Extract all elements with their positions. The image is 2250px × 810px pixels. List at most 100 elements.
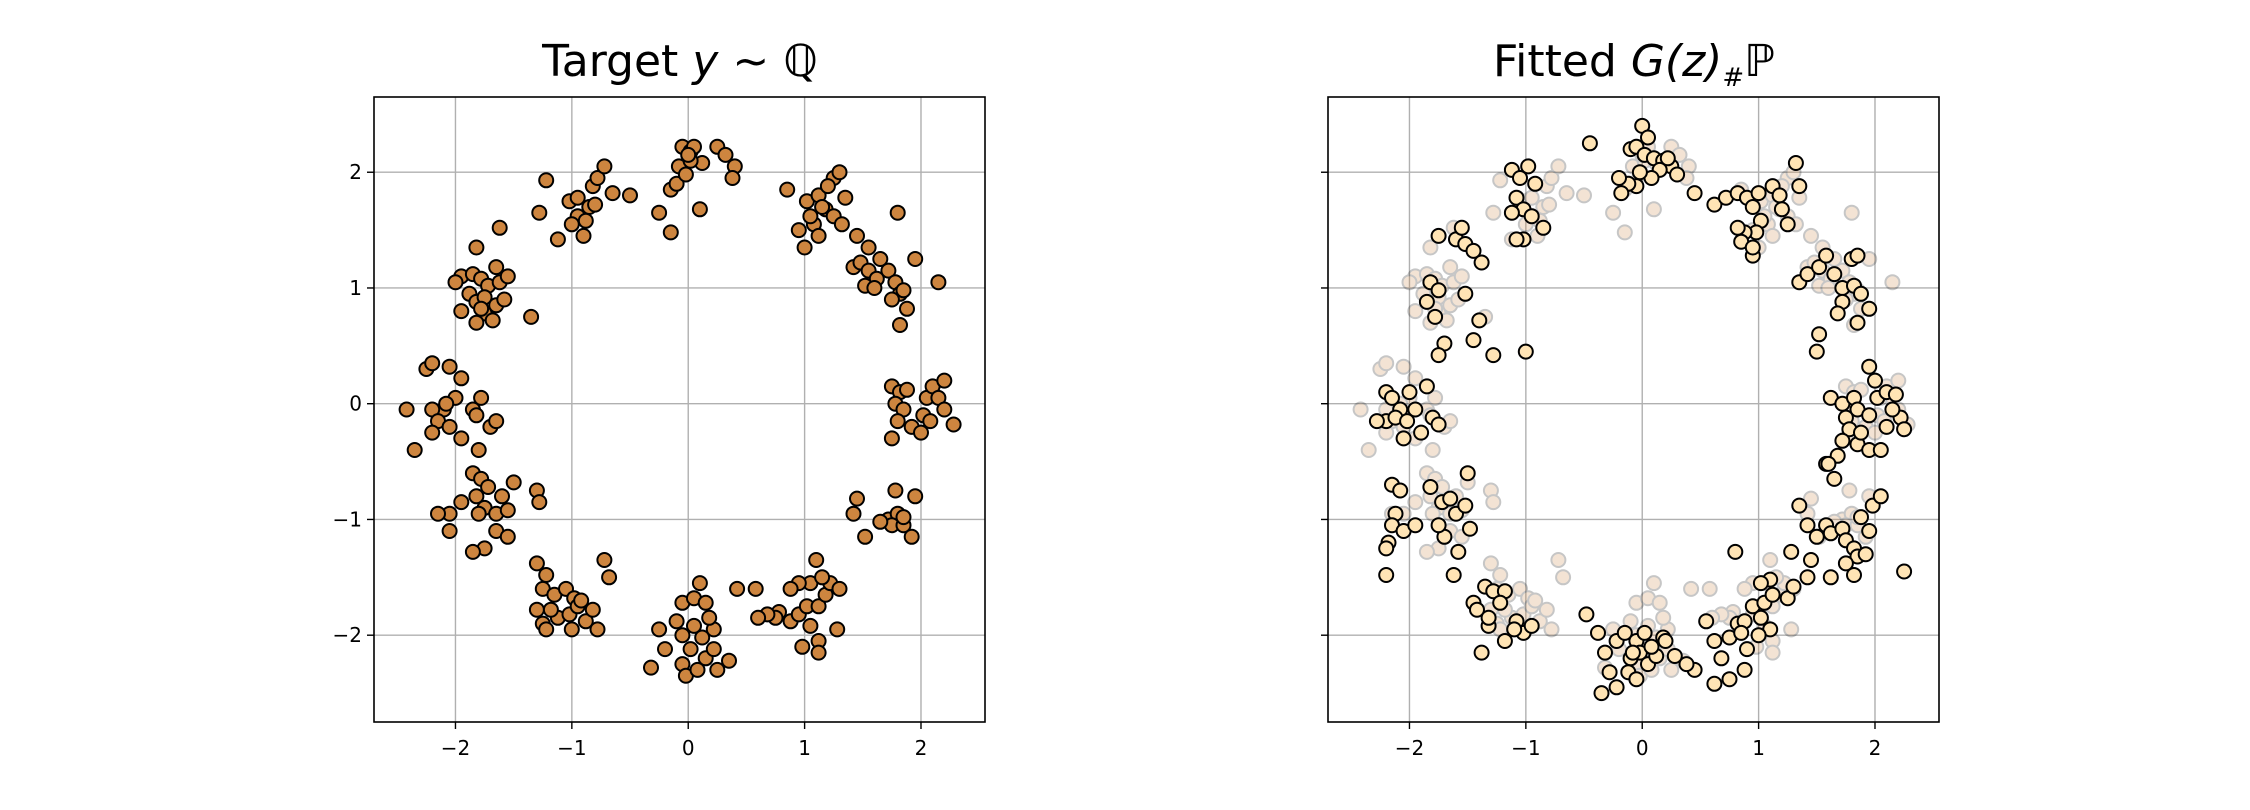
fitted-fitted-point: [1401, 384, 1418, 401]
fitted-fitted-point: [1669, 166, 1686, 183]
target-target-point: [729, 580, 746, 597]
fitted-fitted-point: [1430, 227, 1447, 244]
fitted-target-faded-point: [1422, 239, 1439, 256]
target-target-point: [528, 601, 545, 618]
target-target-point: [430, 505, 446, 522]
target-target-point: [907, 251, 924, 267]
target-target-point: [903, 528, 920, 545]
fitted-target-faded-point: [1803, 490, 1819, 507]
fitted-fitted-point: [1853, 285, 1869, 302]
fitted-axes-frame: [1327, 96, 1940, 723]
fitted-target-faded-point: [1550, 552, 1567, 568]
fitted-target-faded-point: [1576, 187, 1592, 204]
target-ytick-label-0: −2: [333, 623, 362, 647]
fitted-fitted-point: [1578, 606, 1595, 623]
target-target-point: [468, 239, 485, 256]
target-target-point: [505, 474, 522, 491]
fitted-fitted-point: [1442, 490, 1459, 507]
fitted-title-prefix: Fitted: [1493, 36, 1631, 87]
fitted-fitted-point: [1473, 254, 1490, 271]
target-target-point: [883, 430, 900, 447]
fitted-target-faded-point: [1543, 621, 1560, 638]
fitted-fitted-point: [1771, 187, 1788, 204]
fitted-fitted-point: [1706, 196, 1723, 213]
target-points: [398, 138, 962, 684]
fitted-target-faded-point: [1424, 442, 1441, 458]
fitted-target-faded-point: [1616, 224, 1633, 241]
fitted-fitted-point: [1450, 543, 1467, 560]
target-target-point: [930, 274, 947, 291]
fitted-fitted-point: [1698, 613, 1715, 630]
fitted-target-faded-point: [1485, 204, 1502, 221]
target-target-point: [691, 575, 708, 592]
target-target-point: [810, 227, 827, 244]
target-target-point: [496, 291, 513, 308]
fitted-xtick-label-3: 1: [1752, 736, 1765, 760]
target-target-point: [691, 201, 708, 218]
fitted-target-faded-point: [1378, 355, 1395, 372]
target-target-point: [831, 580, 848, 597]
target-target-point: [750, 609, 767, 626]
fitted-fitted-point: [1378, 567, 1395, 583]
fitted-fitted-point: [1820, 455, 1837, 472]
target-target-point: [872, 513, 889, 530]
fitted-fitted-point: [1861, 523, 1878, 539]
fitted-fitted-point: [1896, 421, 1913, 438]
target-chart-title: Target y ~ ℚ: [541, 36, 818, 87]
target-target-point: [677, 166, 694, 183]
fitted-target-faded-point: [1783, 621, 1800, 638]
fitted-target-faded-point: [1482, 555, 1499, 572]
target-xtick-label-0: −2: [441, 736, 470, 760]
target-target-point: [528, 555, 545, 572]
target-target-point: [563, 621, 580, 638]
fitted-fitted-point: [1413, 424, 1430, 441]
target-target-point: [701, 609, 718, 626]
target-target-point: [662, 224, 679, 241]
fitted-target-faded-point: [1442, 297, 1459, 314]
target-target-point: [563, 216, 580, 233]
fitted-target-faded-point: [1407, 303, 1424, 320]
target-target-point: [668, 175, 685, 192]
target-target-point: [794, 638, 811, 655]
target-target-point: [584, 601, 601, 618]
target-target-point: [470, 505, 487, 522]
fitted-series-fitted: [1368, 117, 1913, 702]
fitted-target-faded-point: [1512, 580, 1528, 597]
fitted-target-faded-point: [1680, 158, 1697, 175]
fitted-fitted-point: [1744, 239, 1761, 256]
fitted-fitted-point: [1631, 164, 1648, 181]
fitted-fitted-point: [1872, 442, 1889, 458]
target-target-point: [814, 569, 831, 586]
target-target-point: [499, 528, 516, 545]
target-target-point: [790, 222, 807, 239]
fitted-series-target-faded: [1352, 138, 1916, 684]
fitted-fitted-point: [1853, 509, 1869, 526]
target-target-point: [523, 308, 540, 325]
target-target-point: [531, 204, 548, 221]
fitted-target-faded-point: [1764, 227, 1781, 244]
target-target-point: [596, 158, 613, 175]
fitted-fitted-point: [1512, 170, 1528, 186]
target-target-point: [899, 381, 915, 398]
target-target-point: [468, 407, 485, 424]
target-target-point: [604, 185, 621, 202]
fitted-target-faded-point: [1372, 361, 1389, 377]
target-target-point: [468, 488, 485, 505]
fitted-fitted-point: [1368, 413, 1385, 430]
fitted-target-faded-point: [1445, 274, 1462, 291]
target-target-point: [808, 552, 825, 568]
target-target-point: [857, 528, 874, 545]
target-target-point: [488, 259, 505, 276]
fitted-target-faded-point: [1352, 401, 1369, 418]
target-target-point: [587, 196, 604, 213]
fitted-fitted-point: [1736, 661, 1753, 678]
target-target-point: [694, 629, 711, 646]
fitted-fitted-point: [1430, 347, 1447, 364]
target-target-point: [596, 552, 613, 568]
fitted-fitted-point: [1872, 488, 1889, 505]
fitted-target-faded-point: [1605, 204, 1622, 221]
target-target-point: [796, 239, 813, 256]
target-ytick-label-2: 0: [349, 392, 362, 416]
fitted-chart-title: Fitted G(z)#ℙ: [1493, 36, 1775, 93]
target-title-var: y: [690, 36, 719, 87]
